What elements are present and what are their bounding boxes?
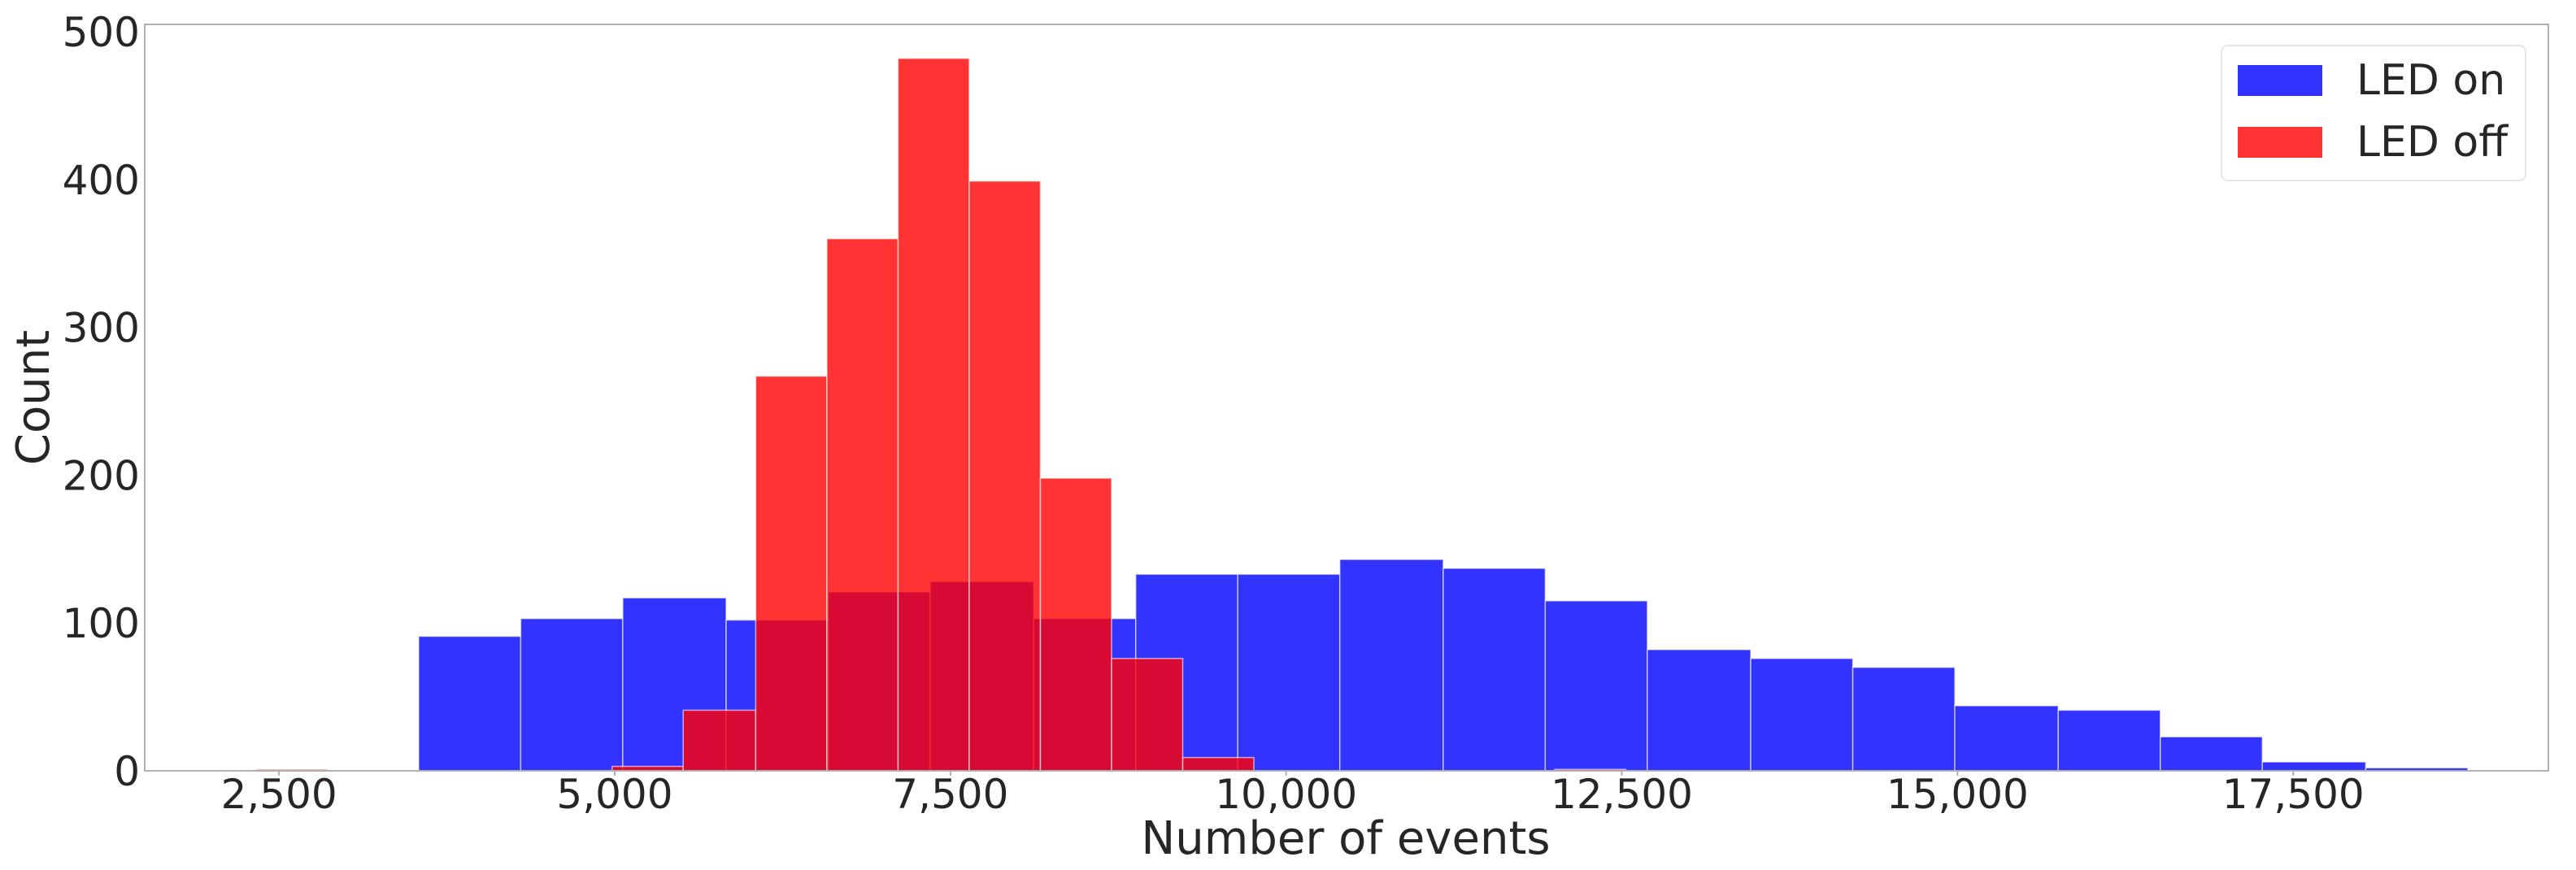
bar-led-on-0 [418,635,522,772]
y-axis-ticks: 0 100 200 300 400 500 [63,9,140,795]
bar-led-on-11 [1544,600,1648,772]
bar-led-on-15 [1954,705,2059,772]
bar-led-on-1 [520,618,624,772]
bar-led-off-11 [1039,477,1112,772]
bar-led-off-8 [826,237,899,772]
x-tick-label: 17,500 [2222,771,2365,818]
bar-led-off-13 [1181,756,1255,772]
x-tick-label: 7,500 [892,771,1008,818]
y-tick-label: 100 [63,600,140,647]
bar-led-on-14 [1852,667,1956,772]
y-tick-label: 400 [63,157,140,204]
plot-frame [144,24,2549,772]
legend-label-led-on: LED on [2356,56,2505,105]
bar-led-off-9 [897,58,970,772]
x-tick-label: 2,500 [221,771,337,818]
bar-led-off-10 [968,180,1042,772]
bar-led-on-10 [1442,568,1547,772]
y-axis-label: Count [7,330,60,465]
y-tick-label: 0 [114,748,140,795]
x-tick-label: 12,500 [1551,771,1693,818]
y-tick-label: 500 [63,9,140,56]
bar-led-on-9 [1338,559,1444,772]
bar-led-off-12 [1111,658,1184,772]
x-tick-label: 15,000 [1886,771,2029,818]
bar-led-on-16 [2057,709,2161,772]
x-axis-ticks: 2,500 5,000 7,500 10,000 12,500 15,000 17,500 [221,771,2365,818]
x-tick-label: 10,000 [1215,771,1357,818]
y-tick-label: 300 [63,305,140,352]
x-tick-label: 5,000 [556,771,672,818]
bar-led-off-6 [682,709,757,772]
bar-led-off-7 [755,375,828,772]
x-axis-label: Number of events [1141,812,1550,865]
bar-led-on-17 [2159,736,2264,772]
y-tick-label: 200 [63,452,140,499]
bar-led-on-18 [2261,761,2367,772]
legend-swatch-led-off [2238,127,2322,158]
legend-label-led-off: LED off [2356,118,2509,167]
bar-led-on-12 [1647,649,1751,772]
bar-led-on-8 [1237,573,1341,772]
legend: LED on LED off [2221,45,2526,181]
legend-swatch-led-on [2238,65,2322,96]
bars-layer [255,58,2469,772]
bar-led-on-13 [1750,658,1854,772]
